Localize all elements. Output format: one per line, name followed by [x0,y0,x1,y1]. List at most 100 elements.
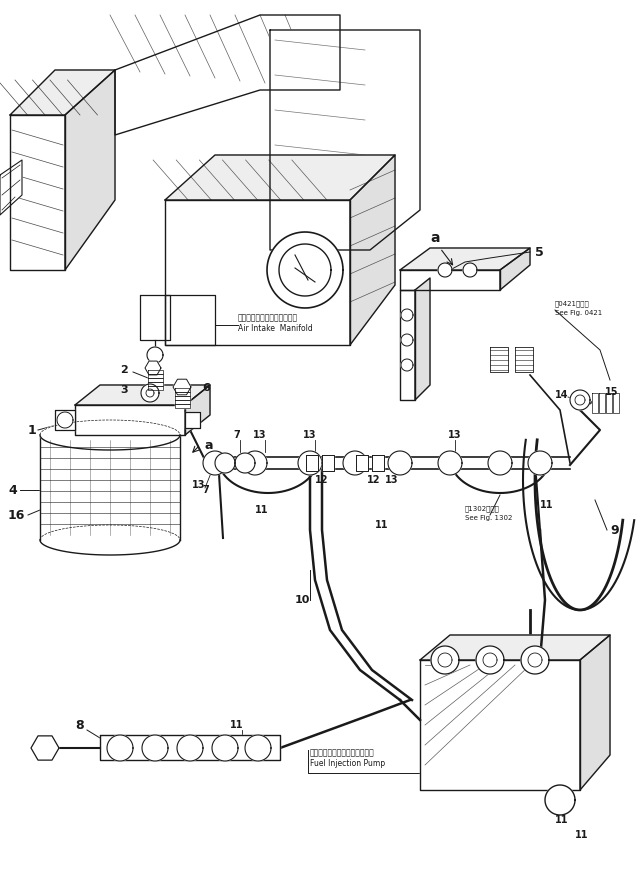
Polygon shape [115,15,340,135]
Polygon shape [545,785,575,815]
Polygon shape [438,451,462,475]
Polygon shape [515,347,533,372]
Polygon shape [401,309,413,321]
Polygon shape [31,736,59,760]
Text: 11: 11 [575,830,589,840]
Text: 11: 11 [540,500,553,510]
Polygon shape [599,393,605,413]
Text: 11: 11 [230,720,243,730]
Polygon shape [177,735,203,761]
Polygon shape [175,396,190,400]
Polygon shape [175,404,190,408]
Text: 15: 15 [605,387,618,397]
Polygon shape [107,735,133,761]
Text: 4: 4 [8,483,17,496]
Polygon shape [528,451,552,475]
Polygon shape [40,420,180,450]
Text: a: a [430,231,439,245]
Polygon shape [165,155,395,200]
Polygon shape [140,295,170,340]
Polygon shape [570,390,590,410]
Polygon shape [521,646,549,674]
Polygon shape [212,735,238,761]
Text: フェルインジェクションポンプ: フェルインジェクションポンプ [310,748,375,757]
Text: 14: 14 [555,390,569,400]
Polygon shape [75,385,210,405]
Polygon shape [401,334,413,346]
Polygon shape [203,451,227,475]
Polygon shape [580,635,610,790]
Polygon shape [420,635,610,660]
Polygon shape [57,412,73,428]
Text: 7: 7 [233,430,240,440]
Text: 3: 3 [120,385,128,395]
Polygon shape [75,405,185,435]
Text: ㄄0421図参照: ㄄0421図参照 [555,300,590,307]
Polygon shape [145,361,161,375]
Polygon shape [147,347,163,363]
Text: 13: 13 [303,430,316,440]
Text: 9: 9 [610,523,619,537]
Polygon shape [350,155,395,345]
Polygon shape [185,412,200,428]
Text: 12: 12 [315,475,328,485]
Polygon shape [613,393,619,413]
Polygon shape [100,735,280,760]
Polygon shape [592,393,598,413]
Text: ㄄1302図参照: ㄄1302図参照 [465,505,500,511]
Polygon shape [65,70,115,270]
Polygon shape [401,359,413,371]
Polygon shape [165,295,215,345]
Text: 11: 11 [255,505,269,515]
Polygon shape [235,453,255,473]
Polygon shape [148,378,163,382]
Polygon shape [322,455,334,471]
Polygon shape [606,393,612,413]
Polygon shape [400,290,415,400]
Polygon shape [215,453,235,473]
Text: See Fig. 0421: See Fig. 0421 [555,310,602,316]
Polygon shape [490,347,508,372]
Polygon shape [343,451,367,475]
Polygon shape [148,370,163,374]
Polygon shape [173,379,191,395]
Polygon shape [175,392,190,396]
Polygon shape [415,278,430,400]
Polygon shape [372,455,384,471]
Polygon shape [55,410,75,430]
Polygon shape [10,70,115,115]
Polygon shape [438,263,452,277]
Polygon shape [476,646,504,674]
Polygon shape [267,232,343,308]
Text: 13: 13 [385,475,399,485]
Polygon shape [400,248,530,270]
Polygon shape [0,160,22,215]
Polygon shape [356,455,368,471]
Polygon shape [175,400,190,404]
Polygon shape [306,455,318,471]
Polygon shape [431,646,459,674]
Polygon shape [10,115,65,270]
Polygon shape [148,382,163,386]
Polygon shape [388,451,412,475]
Text: 6: 6 [202,383,210,393]
Text: 5: 5 [535,246,544,259]
Polygon shape [141,384,159,402]
Polygon shape [148,374,163,378]
Text: 2: 2 [120,365,128,375]
Polygon shape [243,451,267,475]
Polygon shape [175,388,190,392]
Polygon shape [165,200,350,345]
Polygon shape [298,451,322,475]
Polygon shape [463,263,477,277]
Text: Fuel Injection Pump: Fuel Injection Pump [310,759,385,768]
Polygon shape [500,248,530,290]
Text: エアーインテークマニホルド: エアーインテークマニホルド [238,313,298,322]
Polygon shape [400,270,500,290]
Polygon shape [245,735,271,761]
Text: 10: 10 [295,595,310,605]
Text: Air Intake  Manifold: Air Intake Manifold [238,324,313,333]
Polygon shape [148,386,163,390]
Polygon shape [488,451,512,475]
Text: 12: 12 [367,475,381,485]
